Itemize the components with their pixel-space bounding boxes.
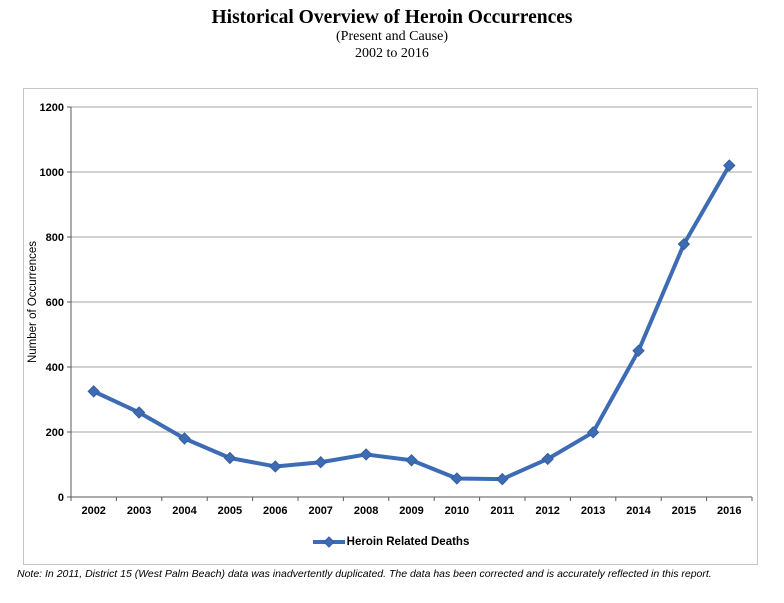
data-point	[450, 472, 464, 485]
x-tick-label: 2013	[581, 505, 605, 517]
legend-marker-icon	[312, 536, 345, 548]
data-point	[632, 344, 645, 357]
x-tick-label: 2012	[535, 505, 559, 517]
x-tick-label: 2006	[263, 505, 287, 517]
x-tick-label: 2002	[81, 505, 105, 517]
x-tick-label: 2010	[445, 505, 469, 517]
data-point	[541, 452, 554, 466]
data-point	[269, 460, 282, 473]
data-point	[359, 448, 373, 461]
footnote: Note: In 2011, District 15 (West Palm Be…	[17, 568, 712, 580]
data-point	[178, 432, 191, 445]
x-tick-label: 2009	[399, 505, 423, 517]
chart-frame: 0 200 400 600 800 1000 1200 2002 2003 2004 2005 200…	[23, 88, 758, 565]
data-point	[223, 451, 237, 465]
y-tick-label: 0	[58, 492, 64, 504]
y-axis-title: Number of Occurrences	[27, 241, 39, 363]
data-point	[405, 454, 418, 467]
chart-title: Historical Overview of Heroin Occurrence…	[211, 7, 573, 28]
title-block: Historical Overview of Heroin Occurrence…	[0, 0, 784, 62]
x-tick-label: 2014	[626, 505, 651, 517]
x-tick-label: 2008	[354, 505, 378, 517]
chart-legend: Heroin Related Deaths	[24, 536, 757, 548]
chart-subtitle-2: 2002 to 2016	[355, 45, 429, 61]
data-point	[723, 159, 736, 172]
chart-subtitle-1: (Present and Cause)	[336, 29, 448, 45]
data-point	[496, 472, 509, 486]
x-tick-label: 2007	[308, 505, 332, 517]
x-tick-label: 2004	[172, 505, 197, 517]
y-tick-label: 600	[46, 297, 64, 309]
x-tick-label: 2003	[127, 505, 151, 517]
data-point	[586, 426, 600, 439]
y-tick-label: 200	[46, 427, 64, 439]
x-tick-label: 2016	[717, 505, 741, 517]
data-point	[677, 237, 691, 251]
data-point	[314, 456, 327, 469]
y-tick-label: 400	[46, 362, 64, 374]
x-tick-label: 2015	[672, 505, 696, 517]
x-tick-label: 2011	[490, 505, 514, 517]
data-point	[87, 385, 100, 398]
line-chart: 0 200 400 600 800 1000 1200 2002 2003 2004 2005 200…	[27, 102, 753, 517]
y-tick-label: 1200	[40, 102, 64, 114]
data-point	[132, 406, 146, 419]
y-tick-label: 1000	[40, 167, 64, 179]
y-tick-label: 800	[46, 232, 64, 244]
legend-label: Heroin Related Deaths	[346, 536, 470, 548]
x-tick-label: 2005	[218, 505, 242, 517]
